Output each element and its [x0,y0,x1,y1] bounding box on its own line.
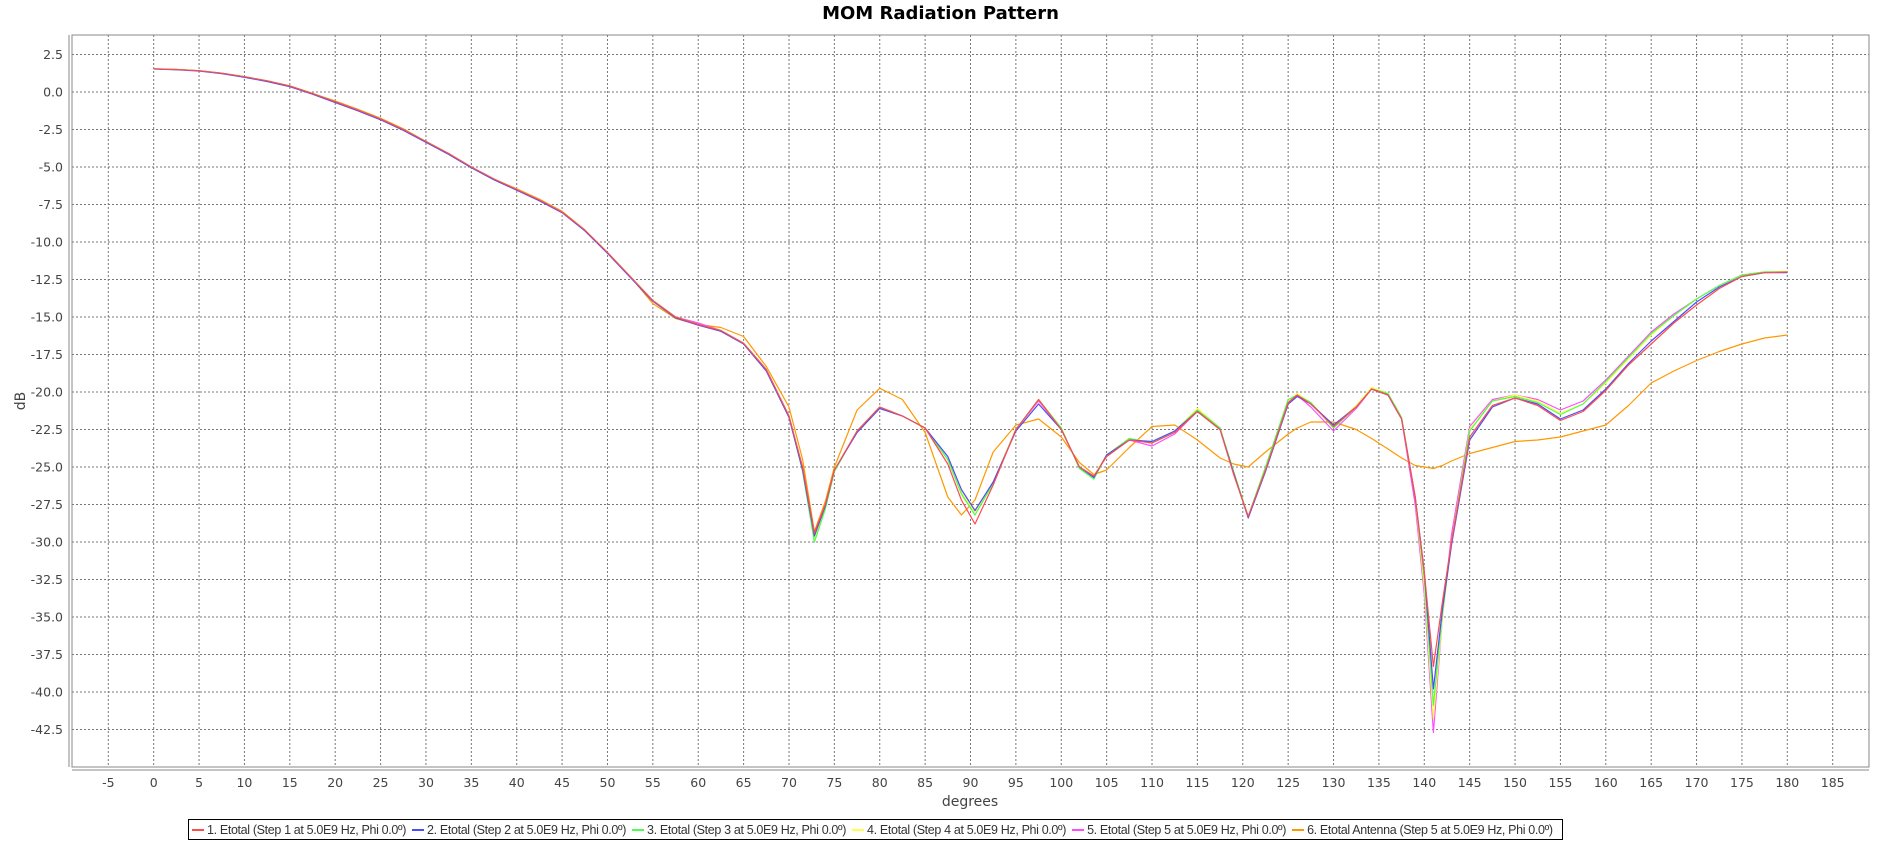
legend-item-3: 3. Etotal (Step 3 at 5.0E9 Hz, Phi 0.0º) [632,823,846,837]
x-tick-label: 55 [645,775,661,790]
x-tick-label: -5 [102,775,114,790]
legend-swatch [192,828,204,831]
y-tick-label: -25.0 [31,460,63,475]
legend-swatch [1292,828,1305,831]
x-tick-labels: -5 0 5 10 15 20 25 30 35 40 45 50 55 60 65 70 75 80 85 90 95… [102,775,1845,790]
y-tick-label: -12.5 [31,272,63,287]
x-tick-label: 110 [1140,775,1164,790]
plot-area-border [71,34,1870,768]
x-tick-label: 135 [1367,775,1391,790]
y-tick-label: -35.0 [31,610,63,625]
x-axis-label: degrees [942,794,998,810]
legend: 1. Etotal (Step 1 at 5.0E9 Hz, Phi 0.0º)… [188,819,1563,840]
y-tick-label: -7.5 [39,197,63,212]
x-tick-label: 0 [150,775,158,790]
x-tick-label: 45 [554,775,570,790]
legend-label: 3. Etotal (Step 3 at 5.0E9 Hz, Phi 0.0º) [647,822,847,837]
x-tick-label: 35 [463,775,479,790]
y-tick-label: -2.5 [39,122,63,137]
y-tick-label: -40.0 [31,685,63,700]
legend-swatch [632,828,645,831]
series-lines [153,68,1788,734]
x-tick-label: 80 [872,775,888,790]
x-tick-label: 175 [1730,775,1754,790]
legend-label: 4. Etotal (Step 4 at 5.0E9 Hz, Phi 0.0º) [867,822,1067,837]
x-tick-label: 75 [826,775,842,790]
x-tick-label: 25 [373,775,389,790]
y-tick-label: -20.0 [31,385,63,400]
y-axis-label: dB [13,392,29,411]
legend-swatch [852,828,865,831]
x-tick-label: 50 [600,775,616,790]
x-tick-label: 5 [195,775,203,790]
x-tick-label: 90 [963,775,979,790]
chart-title: MOM Radiation Pattern [822,3,1059,24]
legend-swatch [1072,828,1085,831]
legend-item-6: 6. Etotal Antenna (Step 5 at 5.0E9 Hz, P… [1292,823,1553,837]
x-tick-label: 65 [736,775,752,790]
y-tick-label: -15.0 [31,310,63,325]
y-tick-labels: 2.5 0.0 -2.5 -5.0 -7.5 -10.0 -12.5 -15.0 -17.5 -2… [31,47,63,737]
x-tick-label: 180 [1775,775,1799,790]
y-tick-label: -10.0 [31,235,63,250]
x-tick-label: 115 [1185,775,1209,790]
y-tick-label: 2.5 [43,47,63,62]
x-tick-label: 70 [781,775,797,790]
x-tick-label: 60 [690,775,706,790]
legend-item-2: 2. Etotal (Step 2 at 5.0E9 Hz, Phi 0.0º) [412,823,626,837]
x-tick-label: 10 [236,775,252,790]
series-line-1 [153,68,1788,668]
y-tick-label: 0.0 [43,85,63,100]
legend-label: 2. Etotal (Step 2 at 5.0E9 Hz, Phi 0.0º) [427,822,627,837]
x-tick-label: 100 [1049,775,1073,790]
x-tick-label: 15 [282,775,298,790]
x-tick-label: 20 [327,775,343,790]
y-tick-label: -32.5 [31,572,63,587]
y-tick-label: -22.5 [31,422,63,437]
y-tick-label: -42.5 [31,722,63,737]
y-tick-label: -30.0 [31,535,63,550]
x-tick-label: 165 [1639,775,1663,790]
x-tick-label: 150 [1503,775,1527,790]
x-tick-label: 160 [1594,775,1618,790]
y-tick-label: -17.5 [31,347,63,362]
series-line-4 [153,68,1788,720]
y-tick-label: -5.0 [39,160,63,175]
legend-label: 5. Etotal (Step 5 at 5.0E9 Hz, Phi 0.0º) [1087,822,1287,837]
x-tick-label: 145 [1458,775,1482,790]
y-tick-label: -37.5 [31,647,63,662]
legend-item-5: 5. Etotal (Step 5 at 5.0E9 Hz, Phi 0.0º) [1072,823,1286,837]
y-tick-label: -27.5 [31,497,63,512]
x-tick-label: 40 [509,775,525,790]
x-tick-label: 155 [1548,775,1572,790]
x-tick-label: 105 [1095,775,1119,790]
x-tick-label: 185 [1821,775,1845,790]
legend-item-4: 4. Etotal (Step 4 at 5.0E9 Hz, Phi 0.0º) [852,823,1066,837]
x-tick-label: 125 [1276,775,1300,790]
grid [72,35,1869,767]
x-tick-label: 170 [1685,775,1709,790]
legend-label: 1. Etotal (Step 1 at 5.0E9 Hz, Phi 0.0º) [207,822,407,837]
legend-item-1: 1. Etotal (Step 1 at 5.0E9 Hz, Phi 0.0º) [192,823,406,837]
x-tick-label: 120 [1231,775,1255,790]
x-tick-label: 140 [1412,775,1436,790]
x-tick-label: 130 [1322,775,1346,790]
legend-label: 6. Etotal Antenna (Step 5 at 5.0E9 Hz, P… [1307,822,1553,837]
x-tick-label: 95 [1008,775,1024,790]
legend-swatch [412,828,425,831]
x-tick-label: 85 [917,775,933,790]
x-tick-label: 30 [418,775,434,790]
